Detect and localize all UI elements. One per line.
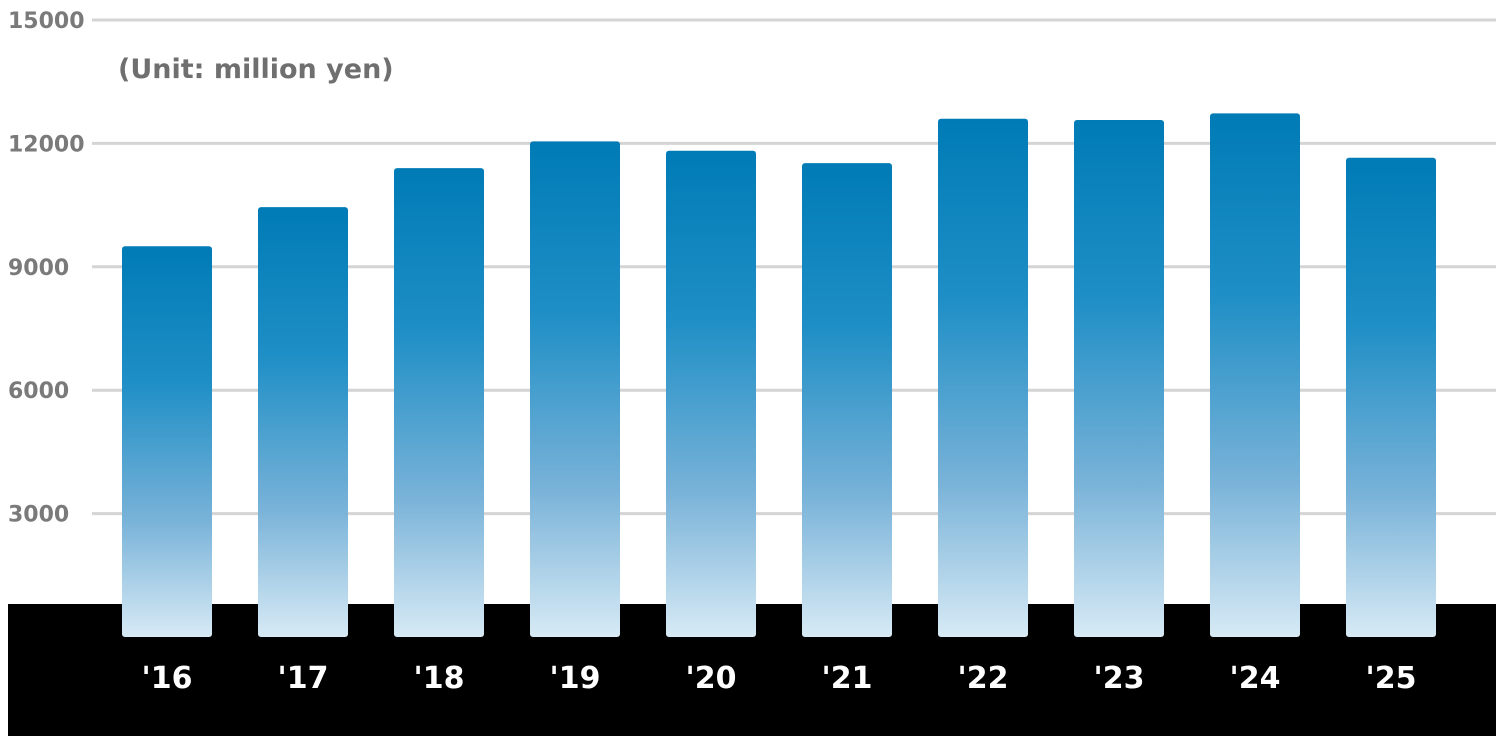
- y-tick-label: 9000: [8, 256, 69, 281]
- bar: [394, 168, 484, 637]
- bar: [258, 207, 348, 637]
- x-tick-label: '16: [142, 661, 193, 696]
- unit-label: (Unit: million yen): [118, 54, 394, 85]
- bar: [938, 118, 1028, 638]
- bar: [530, 141, 620, 638]
- y-tick-label: 15000: [8, 9, 85, 34]
- x-tick-label: '24: [1230, 661, 1281, 696]
- x-tick-label: '19: [550, 661, 601, 696]
- y-axis-ticks: 15000 12000 9000 6000 3000: [8, 9, 85, 528]
- x-tick-label: '23: [1094, 661, 1145, 696]
- x-axis-ticks: '16 '17 '18 '19 '20 '21 '22 '23 '24 '25: [142, 661, 1417, 696]
- y-tick-label: 12000: [8, 132, 85, 157]
- x-tick-label: '20: [686, 661, 737, 696]
- x-tick-label: '17: [278, 661, 329, 696]
- bar: [1210, 113, 1300, 637]
- bars: [122, 113, 1436, 638]
- x-tick-label: '18: [414, 661, 465, 696]
- bar: [1074, 119, 1164, 638]
- y-tick-label: 6000: [8, 379, 69, 404]
- bar: [1346, 157, 1436, 637]
- y-tick-label: 3000: [8, 503, 69, 528]
- x-tick-label: '25: [1366, 661, 1417, 696]
- bar: [666, 150, 756, 637]
- bar: [122, 246, 212, 637]
- x-tick-label: '21: [822, 661, 873, 696]
- x-tick-label: '22: [958, 661, 1009, 696]
- bar: [802, 163, 892, 638]
